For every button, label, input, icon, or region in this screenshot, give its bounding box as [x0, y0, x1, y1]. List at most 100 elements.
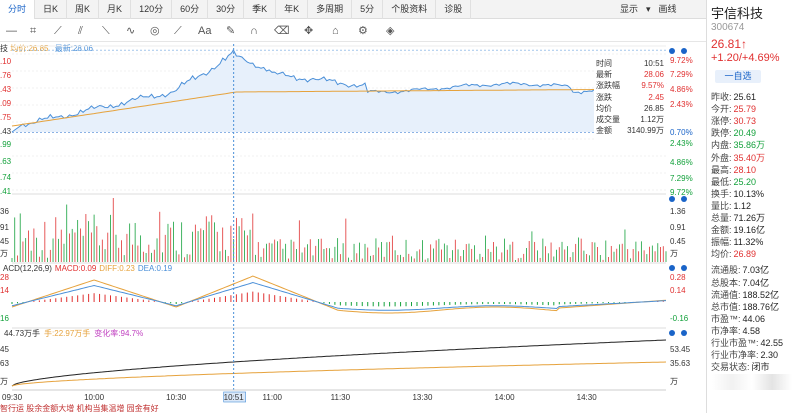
cumvol-axis-label: 万 [0, 377, 8, 386]
tab-7[interactable]: 季K [244, 0, 277, 19]
stat-key: 均价: [711, 249, 732, 260]
line-tool-icon[interactable]: — [6, 25, 17, 37]
price-axis-label: .75 [0, 113, 12, 122]
volume-axis-label: 万 [670, 249, 678, 258]
gear-icon[interactable]: ⚙ [358, 25, 368, 37]
info-value: 26.85 [643, 103, 664, 113]
stat-row: 均价: 26.89 [711, 249, 799, 260]
macd-legend: ACD(12,26,9) MACD:0.09 DIFF:0.23 DEA:0.19 [3, 264, 173, 273]
stat-row: 总市值: 188.76亿 [711, 302, 799, 313]
stat-key: 振幅: [711, 237, 732, 248]
stat-row: 跌停: 20.49 [711, 128, 799, 139]
cumvol-axis-label: 63 [0, 359, 9, 368]
tab-6[interactable]: 30分 [208, 0, 245, 19]
tab-8[interactable]: 年K [276, 0, 309, 19]
stat-value: 20.49 [733, 128, 757, 139]
info-value: 10:51 [643, 59, 664, 68]
stat-key: 外盘: [711, 152, 732, 163]
avg-legend: 均价:26.85 [10, 44, 49, 53]
stat-value: 30.73 [733, 116, 757, 127]
chevron-down-icon[interactable]: ▾ [646, 4, 651, 14]
expand-panel-icon [681, 196, 687, 202]
volume-axis-label: 36 [0, 207, 9, 216]
stock-code: 300674 [711, 22, 745, 33]
crop-tool-icon[interactable]: ⌗ [30, 25, 37, 37]
pct-axis-label: 4.86% [670, 158, 693, 167]
channel-tool-icon[interactable]: ⫽ [78, 25, 83, 37]
info-row: 涨跌幅 9.57% [594, 80, 666, 91]
lock-tool-icon[interactable]: ⌂ [332, 25, 339, 37]
info-value: 3140.99万 [627, 126, 664, 136]
wave-tool-icon[interactable]: ∿ [126, 25, 136, 37]
text-tool-icon[interactable]: Aa [198, 25, 212, 37]
move-tool-icon[interactable]: ✥ [304, 25, 314, 37]
price-axis-label: .09 [0, 99, 12, 108]
info-row: 最新 28.06 [594, 69, 666, 80]
stat-key: 跌停: [711, 128, 732, 139]
tab-11[interactable]: 个股资料 [383, 0, 437, 19]
stat-row: 今开: 25.79 [711, 104, 799, 115]
tab-1[interactable]: 日K [35, 0, 68, 19]
xaxis-label: 09:30 [2, 393, 23, 402]
stat-row: 流通股: 7.03亿 [711, 265, 799, 276]
xaxis-label: 13:30 [412, 393, 433, 402]
tab-9[interactable]: 多周期 [308, 0, 353, 19]
cumvol-axis-label: 45 [0, 345, 9, 354]
stat-value: 11.32% [733, 237, 764, 248]
add-watchlist-button[interactable]: 一自选 [715, 70, 761, 83]
stat-value: 19.16亿 [733, 225, 766, 236]
price-axis-label: .10 [0, 57, 12, 66]
intraday-chart[interactable]: 9.72% 7.29% 4.86% 2.43% 0.70% 2.43% 4.86% 7.29%… [0, 44, 706, 404]
stat-key: 总市值: [711, 301, 741, 312]
macd-axis-label: 16 [0, 314, 9, 323]
info-value: 9.57% [641, 81, 664, 91]
tab-12[interactable]: 诊股 [436, 0, 472, 19]
tab-10[interactable]: 5分 [352, 0, 384, 19]
eraser-tool-icon[interactable]: ⌫ [274, 25, 290, 37]
stat-value: 26.89 [733, 249, 757, 260]
cumvol-axis-label: 53.45 [670, 345, 691, 354]
pen-tool-icon[interactable]: ✎ [226, 25, 236, 37]
tab-2[interactable]: 周K [67, 0, 100, 19]
stat-row: 外盘: 35.40万 [711, 153, 799, 164]
tab-4[interactable]: 120分 [131, 0, 173, 19]
tab-3[interactable]: 月K [99, 0, 132, 19]
stat-value: 28.10 [733, 164, 757, 175]
collapse-panel-icon [669, 48, 675, 54]
crosshair-time-box [223, 391, 246, 403]
stat-row: 总量: 71.26万 [711, 213, 799, 224]
draw-line-button[interactable]: 画线 [658, 4, 677, 14]
stat-row: 总股本: 7.04亿 [711, 278, 799, 289]
cumvol-axis-label: 35.63 [670, 359, 691, 368]
layers-icon[interactable]: ◈ [386, 25, 395, 37]
stat-value: 7.04亿 [742, 277, 770, 288]
stat-row: 市盈™: 44.06 [711, 314, 799, 325]
stat-row: 行业市净率: 2.30 [711, 350, 799, 361]
pct-axis-label: 9.72% [670, 188, 693, 197]
tab-0[interactable]: 分时 [0, 0, 36, 19]
tab-5[interactable]: 60分 [172, 0, 209, 19]
stat-value: 25.61 [733, 92, 757, 102]
expand-panel-icon [681, 330, 687, 336]
ray-tool-icon[interactable]: ⟋ [54, 25, 62, 37]
brush-tool-icon[interactable]: ⟋ [174, 25, 182, 37]
xaxis-label: 14:00 [495, 393, 516, 402]
circle-tool-icon[interactable]: ◎ [150, 25, 160, 37]
info-key: 涨跌幅 [596, 81, 620, 91]
stat-value: 35.40万 [733, 152, 766, 163]
stat-row: 流通值: 188.52亿 [711, 290, 799, 301]
stat-value: 25.20 [733, 176, 757, 187]
macd-axis-label: 28 [0, 273, 9, 282]
price-axis-label: .76 [0, 71, 12, 80]
display-button[interactable]: 显示 [620, 4, 639, 14]
stat-value: 1.12 [733, 200, 752, 211]
stat-key: 行业市盈™: [711, 338, 759, 348]
collapse-panel-icon [669, 330, 675, 336]
news-ticker[interactable]: 智行运 股余金额大增 机构当集温增 园金有好 [0, 404, 159, 413]
stat-key: 最高: [711, 164, 732, 175]
magnet-tool-icon[interactable]: ∩ [250, 25, 258, 37]
polyline-tool-icon[interactable]: ⟍ [102, 25, 110, 37]
xaxis-label: 10:00 [84, 393, 105, 402]
volume-axis-label: 45 [0, 237, 9, 246]
price-axis-label: .43 [0, 85, 12, 94]
